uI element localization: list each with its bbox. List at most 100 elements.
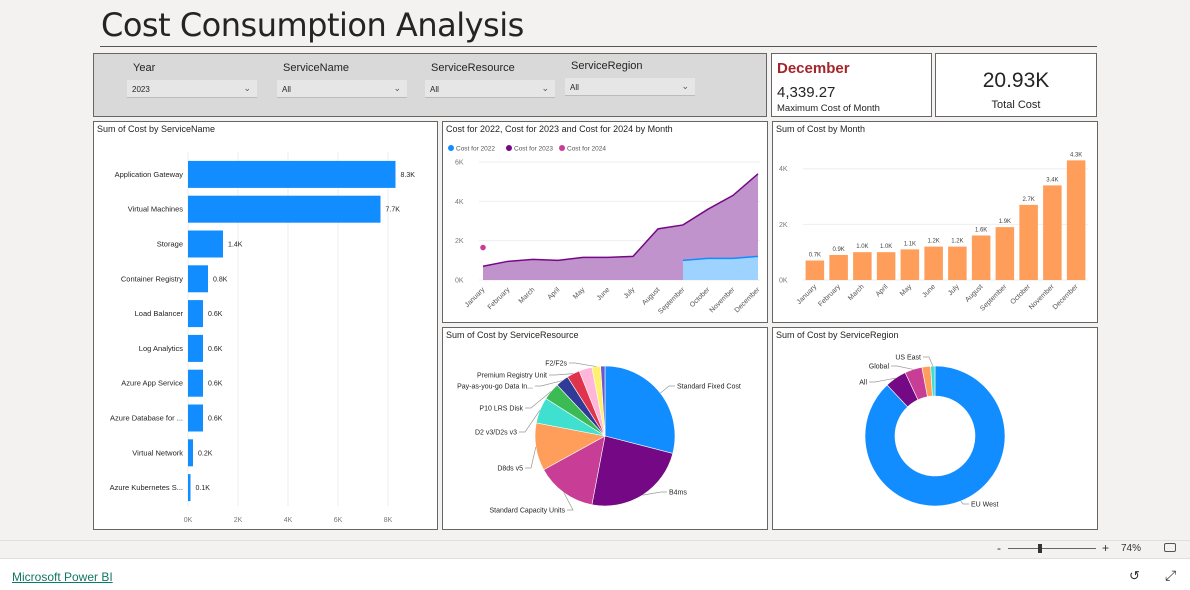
- slice-label: Pay-as-you-go Data In...: [457, 384, 533, 391]
- data-label: 1.9K: [999, 219, 1011, 225]
- data-label: 8.3K: [401, 172, 416, 179]
- year-slicer-label: Year: [133, 62, 156, 74]
- max-month-value: 4,339.27: [777, 84, 836, 101]
- slice-label: D2 v3/D2s v3: [475, 430, 517, 437]
- bar: [876, 252, 896, 280]
- chart-title: Sum of Cost by Month: [776, 124, 866, 134]
- x-tick-label: 0K: [184, 517, 193, 524]
- category-label: Azure Database for ...: [110, 414, 183, 423]
- slice: [864, 365, 1006, 507]
- serviceregion-dropdown[interactable]: All ⌄: [565, 78, 695, 96]
- x-tick-label: October: [689, 286, 712, 309]
- servicename-dropdown[interactable]: All ⌄: [277, 80, 407, 98]
- serviceresource-dropdown[interactable]: All ⌄: [425, 80, 555, 98]
- x-tick-label: January: [796, 283, 819, 306]
- year-dropdown[interactable]: 2023 ⌄: [127, 80, 257, 98]
- leader-line: [960, 500, 969, 505]
- x-tick-label: August: [641, 286, 661, 306]
- leader-line: [525, 391, 552, 409]
- x-tick-label: October: [1009, 283, 1032, 306]
- x-tick-label: February: [817, 283, 842, 308]
- cost-by-serviceregion-panel[interactable]: Sum of Cost by ServiceRegion EU West All G…: [772, 327, 1098, 530]
- leader-line: [563, 492, 574, 511]
- bar: [1066, 160, 1086, 280]
- data-label: 0.2K: [198, 450, 213, 457]
- servicename-slicer: ServiceName All ⌄: [277, 62, 407, 98]
- footer: Microsoft Power BI ↺ ⤢: [0, 558, 1190, 590]
- cost-by-serviceresource-panel[interactable]: Sum of Cost by ServiceResource Standard …: [442, 327, 768, 530]
- leader-line: [923, 356, 934, 367]
- report-canvas: Cost Consumption Analysis Year 2023 ⌄ Se…: [0, 0, 1190, 540]
- zoom-level: 74%: [1121, 543, 1142, 554]
- x-tick-label: July: [623, 286, 637, 300]
- chevron-down-icon: ⌄: [243, 83, 251, 93]
- bar: [188, 160, 396, 188]
- x-tick-label: August: [964, 283, 984, 303]
- zoom-out-button[interactable]: -: [997, 541, 1001, 555]
- max-month-card[interactable]: December 4,339.27 Maximum Cost of Month: [771, 53, 932, 117]
- page-title: Cost Consumption Analysis: [101, 6, 524, 44]
- chevron-down-icon: ⌄: [541, 83, 549, 93]
- bar: [900, 249, 920, 280]
- chart-title: Sum of Cost by ServiceResource: [446, 330, 579, 340]
- max-month-name: December: [777, 60, 850, 77]
- slice-label: All: [859, 380, 867, 387]
- leader-line: [569, 362, 597, 367]
- fullscreen-icon[interactable]: ⤢: [1165, 567, 1177, 583]
- year-area-chart[interactable]: Cost for 2022 Cost for 2023 Cost for 2024 0…: [443, 122, 767, 322]
- bar: [971, 235, 991, 280]
- data-label: 7.7K: [386, 207, 401, 214]
- zoom-slider-track[interactable]: [1008, 548, 1096, 549]
- status-bar: - + 74%: [0, 540, 1190, 558]
- serviceregion-slicer-label: ServiceRegion: [571, 60, 643, 72]
- powerbi-link[interactable]: Microsoft Power BI: [12, 570, 113, 584]
- servicename-dropdown-value: All: [282, 85, 291, 94]
- cost-by-servicename-panel[interactable]: Sum of Cost by ServiceName 0K 2K 4K 6K 8K App…: [93, 121, 438, 530]
- x-tick-label: March: [847, 283, 866, 302]
- category-label: Load Balancer: [135, 309, 184, 318]
- cost-by-year-month-panel[interactable]: Cost for 2022, Cost for 2023 and Cost fo…: [442, 121, 768, 323]
- bar: [948, 246, 967, 280]
- data-label: 0.9K: [832, 247, 844, 253]
- zoom-in-button[interactable]: +: [1102, 541, 1110, 555]
- category-label: Azure App Service: [121, 379, 183, 388]
- max-month-caption: Maximum Cost of Month: [777, 103, 880, 114]
- slice-label: P10 LRS Disk: [479, 406, 523, 413]
- data-label: 0.6K: [208, 311, 223, 318]
- data-label: 2.7K: [1022, 197, 1034, 203]
- bar: [1019, 204, 1038, 280]
- legend-marker: [506, 145, 512, 151]
- slice-label: Premium Registry Unit: [477, 373, 547, 380]
- total-cost-card[interactable]: 20.93K Total Cost: [935, 53, 1097, 117]
- slice-label: D8ds v5: [497, 466, 523, 473]
- category-label: Application Gateway: [115, 170, 184, 179]
- legend-label: Cost for 2023: [514, 146, 553, 153]
- bar: [188, 334, 203, 362]
- x-tick-label: May: [572, 286, 587, 301]
- chevron-down-icon: ⌄: [681, 81, 689, 91]
- serviceregion-donut-chart[interactable]: EU West All Global US East: [773, 328, 1097, 529]
- x-tick-label: September: [657, 286, 687, 316]
- y-tick-label: 0K: [455, 278, 464, 285]
- share-icon[interactable]: ↺: [1129, 568, 1140, 583]
- category-label: Storage: [157, 240, 183, 249]
- x-tick-label: November: [709, 286, 737, 314]
- servicename-bar-chart[interactable]: 0K 2K 4K 6K 8K Application Gateway 8.3K Virtual…: [94, 122, 437, 529]
- slice-label: US East: [895, 355, 921, 362]
- serviceresource-pie-chart[interactable]: Standard Fixed Cost B4ms Standard Capacity…: [443, 328, 767, 529]
- chart-title: Cost for 2022, Cost for 2023 and Cost fo…: [446, 124, 673, 134]
- series-2022-area: [683, 256, 758, 280]
- slice-label: Global: [869, 364, 890, 371]
- leader-line: [525, 446, 537, 469]
- cost-by-month-panel[interactable]: Sum of Cost by Month 0K 2K 4K 0.7K January 0.…: [772, 121, 1098, 323]
- zoom-slider-handle[interactable]: [1038, 544, 1042, 553]
- data-label: 0.6K: [208, 416, 223, 423]
- bar: [805, 260, 825, 280]
- bar: [188, 195, 381, 223]
- total-cost-value: 20.93K: [982, 69, 1050, 92]
- series-2023-line: [482, 173, 759, 267]
- series-2023-area: [483, 173, 758, 280]
- month-bar-chart[interactable]: 0K 2K 4K 0.7K January 0.9K February 1.0K March 1.…: [773, 122, 1097, 322]
- fit-to-page-icon[interactable]: [1164, 543, 1176, 552]
- category-label: Virtual Machines: [128, 205, 184, 214]
